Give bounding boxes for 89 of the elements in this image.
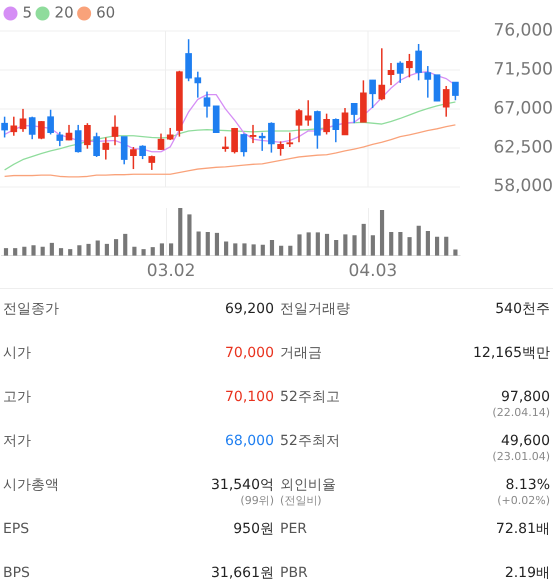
bar <box>434 236 440 256</box>
bar <box>104 244 109 256</box>
candlestick <box>212 106 220 134</box>
y-tick-label: 76,000 <box>494 20 553 40</box>
text: 12,165백만 <box>473 345 550 361</box>
bar <box>96 240 100 256</box>
text: 950원 <box>233 521 274 537</box>
category-label: 전일거래량 <box>280 301 350 318</box>
text: 31,540억 (99위) <box>211 477 274 507</box>
bar <box>324 234 330 256</box>
bar <box>31 245 36 256</box>
bar <box>214 232 220 256</box>
bar <box>343 234 348 256</box>
category-label: 시가 <box>3 345 31 362</box>
bar <box>114 239 118 256</box>
bar <box>40 246 45 256</box>
bar <box>13 248 18 256</box>
bar <box>316 232 320 256</box>
bar <box>279 246 284 256</box>
bar <box>252 244 256 256</box>
text: 70,000 <box>225 345 274 361</box>
text: 69,200 <box>225 301 274 317</box>
bar <box>407 237 412 256</box>
bar <box>50 242 54 256</box>
bar <box>169 243 174 256</box>
bar <box>453 250 458 256</box>
bar <box>150 247 155 256</box>
y-tick-label: 71,500 <box>494 59 553 80</box>
category-label: 52주최고 <box>280 389 340 406</box>
bar <box>260 244 265 256</box>
bar <box>187 214 192 256</box>
category-label: 고가 <box>3 389 31 406</box>
bar <box>426 230 430 256</box>
text: 8.13% (+0.02%) <box>497 477 550 507</box>
bar <box>224 241 228 256</box>
bar <box>77 245 82 256</box>
category-label: 거래금 <box>280 345 322 362</box>
text: 540천주 <box>495 301 550 317</box>
category-label: EPS <box>3 521 30 538</box>
bar <box>58 248 64 256</box>
y-tick-label: 58,000 <box>494 176 553 196</box>
text: 97,800 (22.04.14) <box>492 389 550 419</box>
legend-label: 60 <box>96 3 116 22</box>
category-label: 외인비율 (전일비) <box>280 477 336 508</box>
bar <box>141 249 146 256</box>
bar <box>297 234 302 256</box>
legend-label: 20 <box>54 3 74 22</box>
text: 49,600 (23.01.04) <box>492 433 550 463</box>
bar <box>380 210 384 256</box>
bar <box>416 226 421 256</box>
bar <box>362 224 366 256</box>
bar <box>123 234 128 256</box>
category-label: 52주최저 <box>280 433 340 450</box>
bar <box>206 232 210 256</box>
bar <box>68 249 72 256</box>
text: 72.81배 <box>496 521 550 537</box>
bar <box>233 243 238 256</box>
y-tick-label: 67,000 <box>494 98 553 118</box>
legend-label: 5 <box>22 3 32 22</box>
bar <box>22 246 26 256</box>
category-label: 저가 <box>3 433 31 450</box>
category-label: 전일종가 <box>3 301 59 318</box>
category-label: PER <box>280 521 308 538</box>
bar <box>196 231 201 256</box>
bar <box>288 246 292 256</box>
category-label: 시가총액 <box>3 477 59 494</box>
bar <box>132 246 136 256</box>
bar <box>389 232 394 256</box>
category-label: PBR <box>280 565 308 582</box>
text: 70,100 <box>225 389 274 405</box>
bar <box>306 232 311 256</box>
bar <box>86 244 91 256</box>
bar <box>242 243 247 256</box>
bar <box>444 236 448 256</box>
bar <box>270 240 274 256</box>
bar <box>178 208 182 256</box>
text: 2.19배 <box>504 565 550 581</box>
bar <box>160 243 164 256</box>
bar <box>4 248 8 256</box>
bar <box>398 232 402 256</box>
category-label: BPS <box>3 565 30 582</box>
y-tick-label: 62,500 <box>494 137 553 158</box>
text: 68,000 <box>225 433 274 449</box>
x-tick-label: 03.02 <box>146 261 196 282</box>
bar <box>334 240 338 256</box>
bar <box>352 235 357 256</box>
text: 31,661원 <box>211 565 274 581</box>
bar <box>370 235 375 256</box>
x-tick-label: 04.03 <box>348 261 398 282</box>
